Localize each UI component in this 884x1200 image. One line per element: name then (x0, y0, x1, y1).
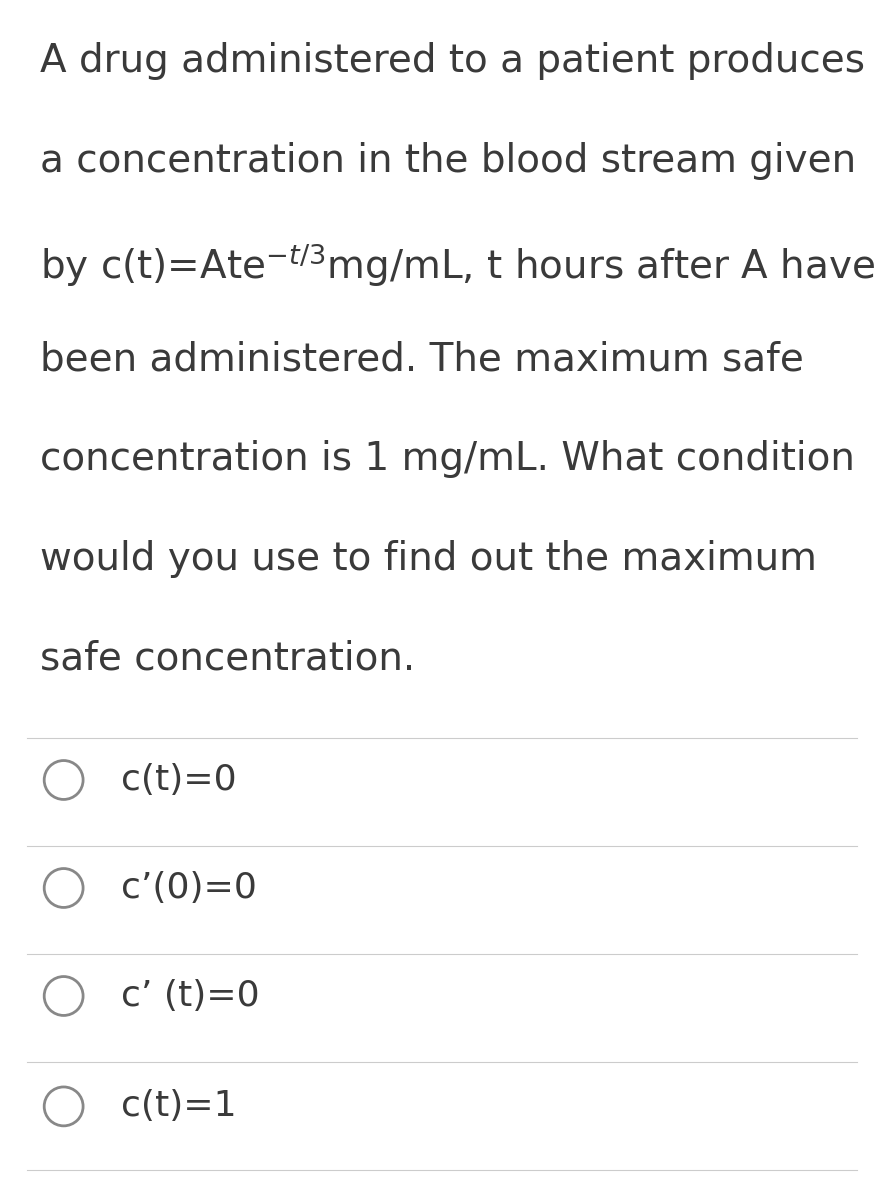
Text: c’ (t)=0: c’ (t)=0 (121, 979, 260, 1013)
Text: by c(t)=Ate$^{-t/3}$mg/mL, t hours after A have: by c(t)=Ate$^{-t/3}$mg/mL, t hours after… (40, 241, 875, 289)
Text: c(t)=0: c(t)=0 (121, 763, 237, 797)
Text: concentration is 1 mg/mL. What condition: concentration is 1 mg/mL. What condition (40, 440, 855, 479)
Text: c’(0)=0: c’(0)=0 (121, 871, 257, 905)
Text: would you use to find out the maximum: would you use to find out the maximum (40, 540, 817, 578)
Text: a concentration in the blood stream given: a concentration in the blood stream give… (40, 142, 856, 180)
Text: safe concentration.: safe concentration. (40, 640, 415, 678)
Text: been administered. The maximum safe: been administered. The maximum safe (40, 341, 804, 379)
Text: A drug administered to a patient produces: A drug administered to a patient produce… (40, 42, 865, 80)
Text: c(t)=1: c(t)=1 (121, 1090, 237, 1123)
